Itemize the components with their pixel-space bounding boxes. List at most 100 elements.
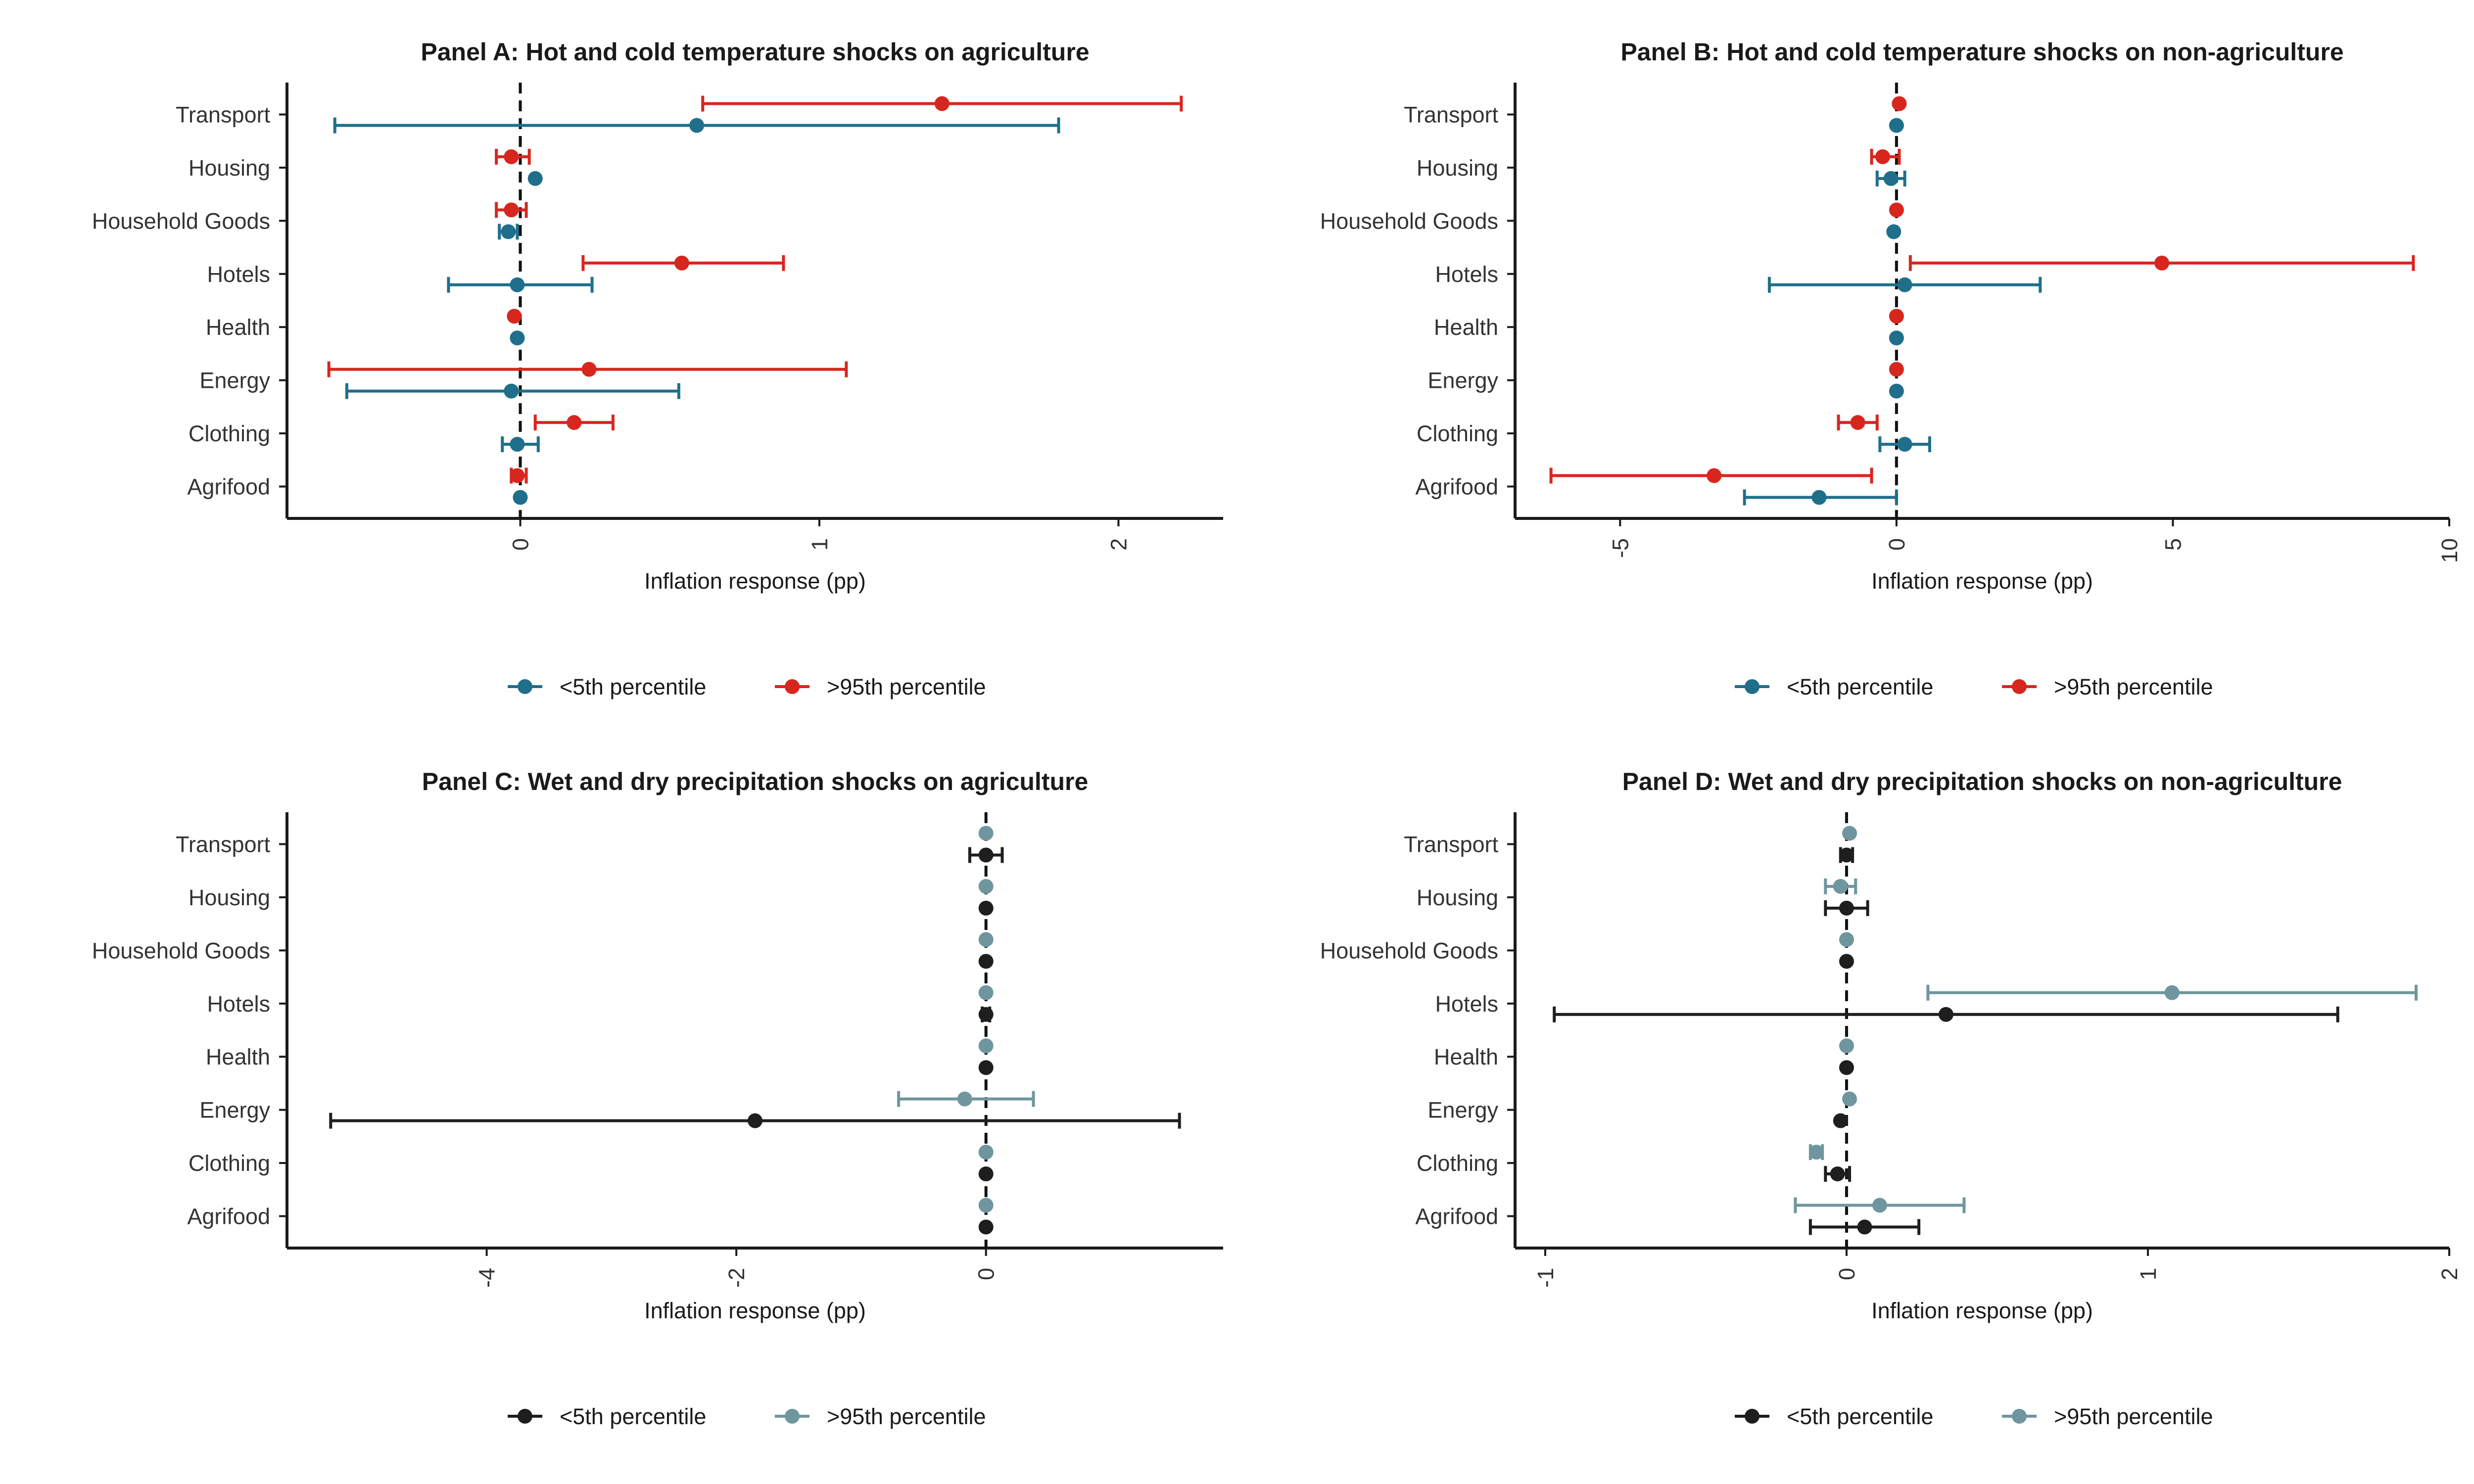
category-label: Hotels [1435,991,1498,1017]
data-point [1889,202,1904,218]
data-point [1857,1219,1872,1235]
data-point [1883,171,1899,186]
data-point [957,1091,972,1107]
data-point [1897,437,1912,452]
data-point [510,277,525,292]
x-tick-label: 1 [2136,1268,2161,1280]
data-point [1889,362,1904,377]
legend-label: >95th percentile [2054,1404,2213,1429]
panel-title: Panel A: Hot and cold temperature shocks… [421,38,1089,66]
data-point [501,224,516,239]
data-point [2154,255,2170,271]
x-tick-label: -1 [1533,1268,1558,1288]
series-1 [1743,118,2042,506]
legend-key-point [518,1409,532,1424]
legend-key-point [2012,1409,2027,1424]
data-point [1707,468,1722,483]
category-label: Clothing [189,1151,270,1176]
data-point [1839,847,1854,863]
panel-a: Panel A: Hot and cold temperature shocks… [92,38,1223,699]
x-tick-label: 2 [2437,1268,2462,1280]
category-label: Health [1434,1044,1498,1069]
data-point [1875,149,1890,164]
category-label: Health [206,1044,270,1069]
data-point [504,383,519,399]
series-1 [329,847,1181,1235]
data-point [581,362,597,377]
series-2 [1549,96,2415,484]
data-point [504,149,519,164]
data-point [978,985,994,1000]
data-point [2164,985,2180,1000]
series-2 [1794,826,2418,1213]
category-label: Clothing [1417,1151,1498,1176]
panel-b: Panel B: Hot and cold temperature shocks… [1320,38,2462,699]
data-point [1842,1091,1857,1107]
data-point [1872,1198,1887,1213]
data-point [1886,224,1902,239]
category-label: Transport [176,102,270,127]
data-point [1839,1060,1854,1075]
data-point [978,1198,994,1213]
category-label: Household Goods [1320,938,1498,963]
x-axis-title: Inflation response (pp) [644,568,866,594]
category-label: Transport [1404,832,1498,857]
data-point [748,1113,762,1128]
data-point [527,171,543,186]
data-point [1839,1038,1854,1054]
data-point [978,954,994,969]
data-point [1850,415,1865,430]
category-label: Housing [189,155,270,181]
data-point [978,1007,994,1022]
category-label: Agrifood [1415,474,1498,500]
category-label: Clothing [1417,421,1498,446]
data-point [1889,383,1904,399]
data-point [1889,309,1904,324]
x-tick-label: -4 [475,1268,500,1288]
data-point [567,415,582,430]
category-label: Household Goods [92,938,270,963]
panel-c: Panel C: Wet and dry precipitation shock… [92,768,1223,1429]
legend-label: >95th percentile [2054,674,2213,699]
legend-label: <5th percentile [1787,1404,1933,1429]
legend-key-point [1745,1409,1760,1424]
data-point [1892,96,1907,111]
data-point [507,309,522,324]
legend-key-point [1745,679,1760,694]
data-point [978,1166,994,1182]
data-point [1811,490,1827,505]
series-1 [1553,847,2339,1235]
panel-d: Panel D: Wet and dry precipitation shock… [1320,768,2462,1429]
data-point [978,1060,994,1075]
category-label: Health [1434,315,1498,340]
data-point [978,932,994,947]
x-tick-label: 10 [2437,538,2462,563]
x-tick-label: 0 [974,1268,999,1280]
data-point [978,826,994,841]
data-point [1809,1145,1824,1160]
category-label: Hotels [207,262,270,287]
category-label: Hotels [1435,262,1498,287]
legend-key-point [785,1409,800,1424]
category-label: Transport [176,832,270,857]
category-label: Transport [1404,102,1498,127]
data-point [1889,118,1904,133]
category-label: Household Goods [92,208,270,233]
data-point [510,330,525,346]
category-label: Agrifood [1415,1204,1498,1229]
series-1 [333,117,1060,505]
panel-title: Panel D: Wet and dry precipitation shock… [1622,768,2342,795]
data-point [504,202,519,218]
category-label: Health [206,315,270,340]
data-point [934,96,950,111]
category-label: Housing [1417,885,1498,910]
legend: <5th percentile >95th percentile [508,674,986,699]
legend-key-point [518,679,532,694]
category-label: Energy [199,1098,270,1123]
category-label: Housing [189,885,270,910]
legend-key-point [2012,679,2027,694]
x-axis-title: Inflation response (pp) [1871,568,2093,594]
x-tick-label: -5 [1608,538,1633,558]
category-label: Household Goods [1320,208,1498,233]
x-axis-title: Inflation response (pp) [644,1298,866,1323]
